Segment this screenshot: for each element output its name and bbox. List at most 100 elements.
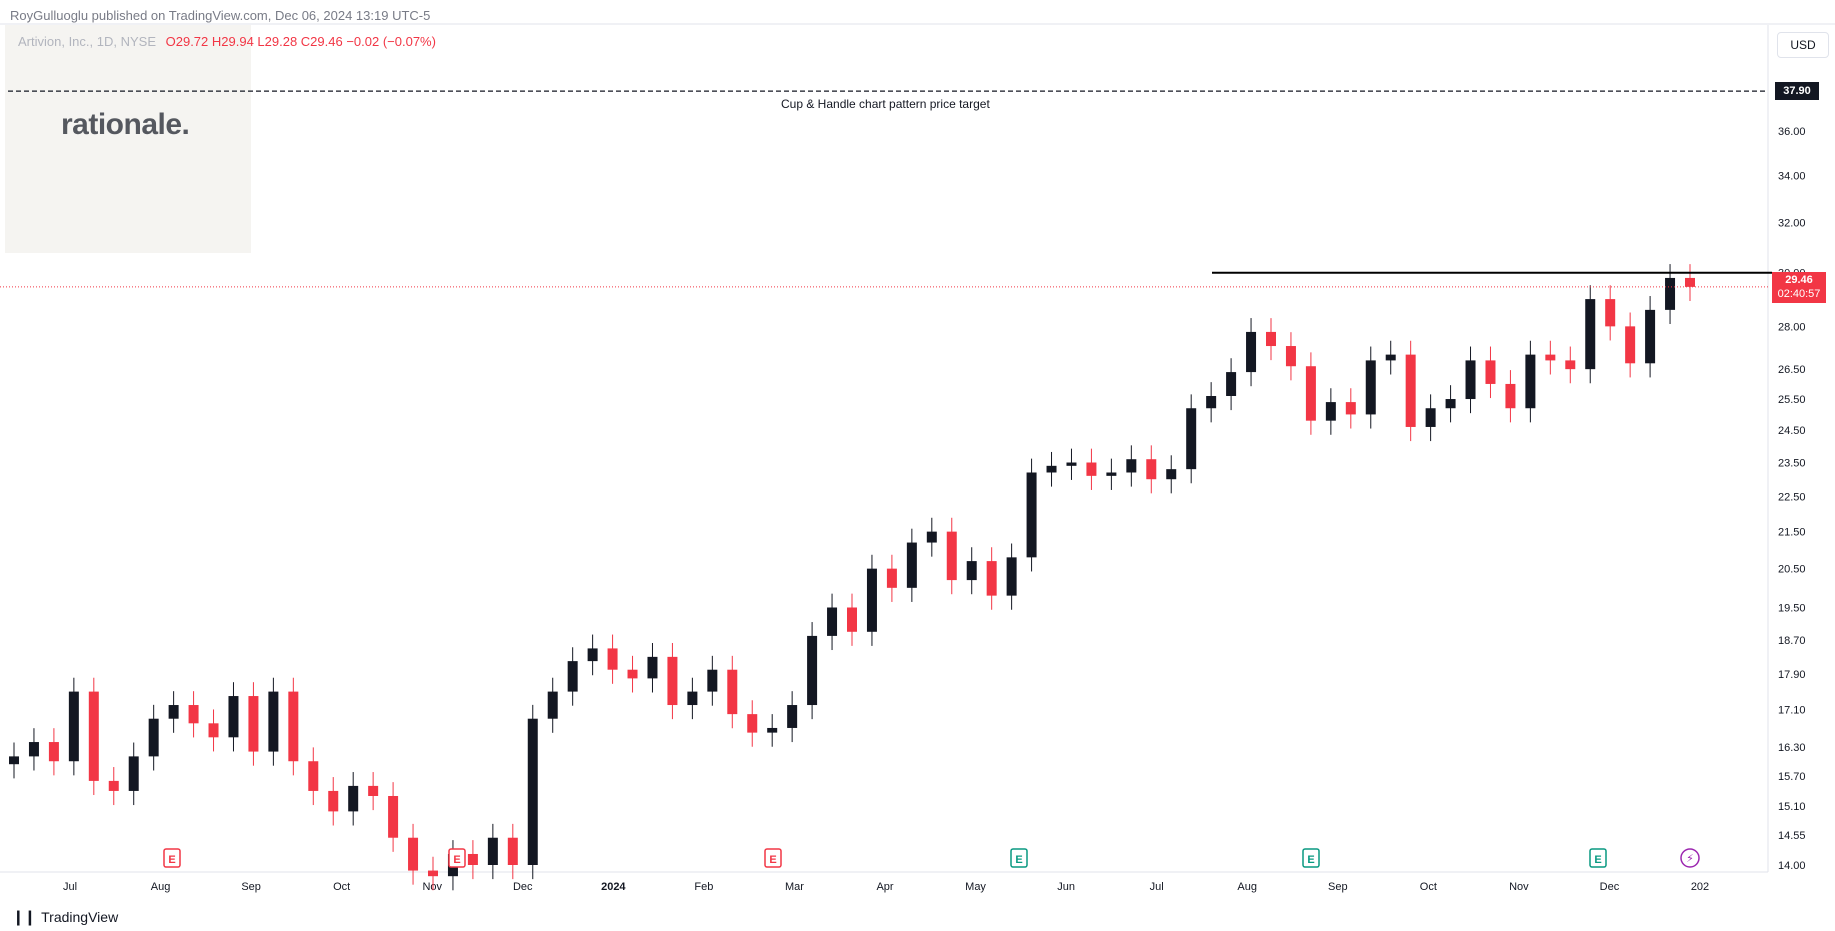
candle	[188, 691, 199, 738]
candle	[1186, 394, 1197, 484]
x-tick-label: Apr	[876, 881, 893, 893]
candle-body	[1026, 472, 1037, 558]
candle	[1126, 445, 1137, 487]
candle-body	[1006, 557, 1017, 596]
tradingview-text: TradingView	[41, 909, 119, 925]
candle-body	[328, 790, 339, 812]
x-tick-label: 202	[1691, 881, 1709, 893]
candle	[1146, 445, 1157, 494]
candle	[1645, 296, 1656, 378]
y-tick-label: 19.50	[1778, 603, 1806, 615]
candle-body	[1405, 354, 1416, 427]
last-price-badge: 29.46 02:40:57	[1772, 271, 1826, 303]
candle	[1206, 382, 1217, 423]
candle-body	[547, 691, 558, 719]
candle	[647, 642, 658, 693]
last-price: 29.46	[1785, 273, 1813, 286]
symbol-legend[interactable]: Artivion, Inc., 1D, NYSE O29.72 H29.94 L…	[18, 34, 436, 49]
tradingview-logo-icon: ❙❙	[12, 909, 36, 926]
currency-button[interactable]: USD	[1777, 32, 1829, 58]
candle	[827, 593, 838, 651]
candle-body	[268, 691, 279, 752]
candle-body	[986, 561, 997, 596]
candle-body	[607, 648, 618, 670]
x-tick-label: Jun	[1057, 881, 1075, 893]
y-tick-label: 25.50	[1778, 394, 1806, 406]
x-tick-label: Dec	[1600, 881, 1620, 893]
candle-body	[687, 691, 698, 706]
event-markers: E E E E E E ⚡	[163, 848, 1700, 868]
earnings-label: E	[769, 854, 776, 866]
candle-body	[188, 705, 199, 724]
candle-body	[906, 542, 917, 588]
earnings-icon	[1302, 848, 1320, 868]
y-tick-label: 20.50	[1778, 564, 1806, 576]
x-tick-label: May	[965, 881, 986, 893]
candle	[687, 677, 698, 720]
y-tick-label: 32.00	[1778, 218, 1806, 230]
earnings-icon	[1010, 848, 1028, 868]
candle-body	[1585, 299, 1596, 370]
axes: 40.0038.0036.0034.0032.0030.0028.0026.50…	[0, 23, 1835, 893]
y-tick-label: 28.00	[1778, 321, 1806, 333]
candle-body	[1246, 331, 1257, 373]
candle	[986, 547, 997, 610]
candle	[348, 772, 359, 826]
candle	[1066, 448, 1077, 480]
candle-body	[1605, 299, 1616, 327]
candle-body	[767, 727, 778, 733]
candle-body	[707, 669, 718, 692]
candle-body	[1266, 331, 1276, 347]
earnings-icon	[448, 848, 466, 868]
candle	[1365, 346, 1376, 429]
y-tick-label: 34.00	[1778, 170, 1806, 182]
candle	[428, 856, 438, 891]
candle	[1325, 388, 1336, 435]
candle	[1385, 340, 1396, 375]
earnings-marker: E	[1589, 848, 1607, 868]
candle-body	[168, 705, 179, 719]
earnings-marker: E	[163, 848, 181, 868]
candle-body	[248, 696, 259, 752]
candle-body	[1365, 360, 1376, 415]
candle	[1246, 318, 1257, 387]
y-tick-label: 17.90	[1778, 669, 1806, 681]
candle	[926, 517, 937, 557]
dividend-marker: ⚡	[1680, 848, 1700, 868]
candle	[248, 682, 259, 766]
candle	[1425, 394, 1436, 442]
candle	[1465, 346, 1476, 414]
x-tick-label: Jul	[63, 881, 77, 893]
candle	[408, 823, 419, 885]
candle	[1006, 543, 1017, 610]
candle-body	[1485, 360, 1496, 384]
candle-body	[1086, 462, 1097, 476]
candle	[148, 704, 159, 771]
earnings-label: E	[1307, 854, 1314, 866]
candle-body	[926, 531, 937, 543]
tradingview-brand[interactable]: ❙❙ TradingView	[12, 908, 118, 926]
bar-countdown: 02:40:57	[1777, 287, 1821, 300]
candle-body	[1146, 459, 1157, 480]
candle	[268, 677, 279, 766]
candle-body	[1685, 277, 1695, 287]
candle	[966, 547, 977, 595]
candle	[1685, 264, 1695, 301]
candle	[807, 622, 818, 720]
candle-body	[747, 714, 758, 733]
candle	[487, 823, 498, 880]
candle-body	[1505, 383, 1516, 409]
candle	[1285, 332, 1296, 381]
y-tick-label: 21.50	[1778, 527, 1806, 539]
x-tick-label: Oct	[333, 881, 350, 893]
rationale-logo: rationale.	[61, 108, 190, 141]
x-tick-label: Jul	[1150, 881, 1164, 893]
candle	[208, 709, 219, 752]
overlays	[0, 90, 1772, 288]
candle-body	[1565, 360, 1576, 370]
candle-body	[1385, 354, 1396, 361]
candle	[1106, 458, 1117, 490]
candle	[587, 634, 598, 676]
earnings-icon	[764, 848, 782, 868]
